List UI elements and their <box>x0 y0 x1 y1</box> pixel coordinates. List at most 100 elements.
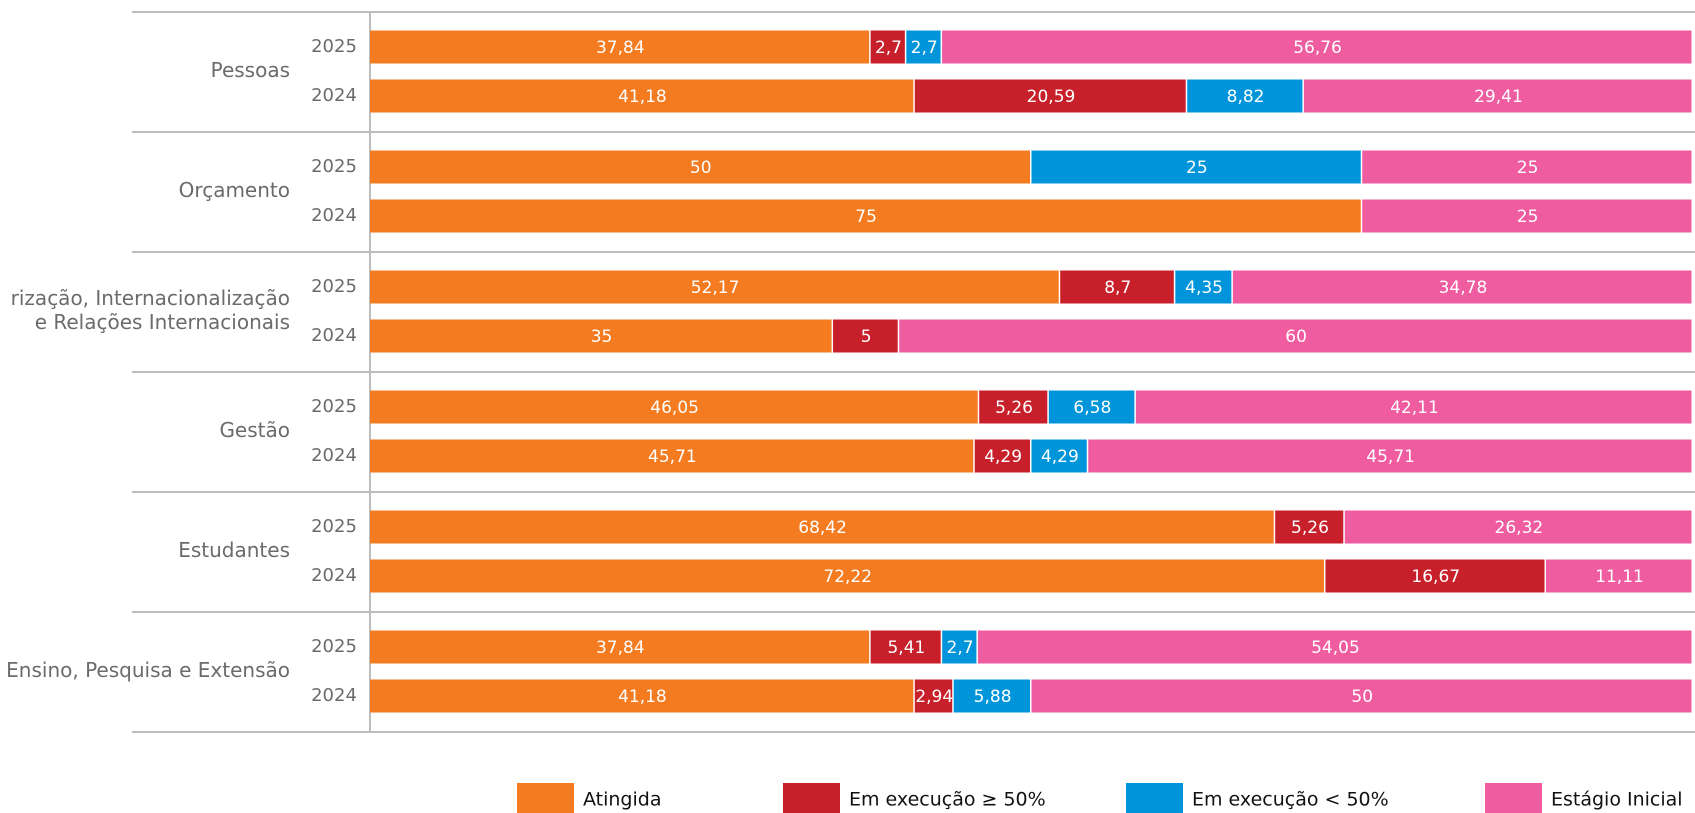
bar-segment <box>370 319 832 353</box>
value-label: 50 <box>1351 687 1373 707</box>
value-label: 5,41 <box>887 638 925 658</box>
value-label: 45,71 <box>648 447 697 467</box>
bar-segment <box>833 319 898 353</box>
group-label: Estudantes <box>178 538 290 562</box>
value-label: 41,18 <box>618 87 667 107</box>
bar-segment <box>914 79 1186 113</box>
bar-segment <box>942 30 1692 64</box>
group-label: e Relações Internacionais <box>35 310 290 334</box>
legend-label: Atingida <box>583 789 661 811</box>
year-label: 2025 <box>311 516 357 537</box>
value-label: 25 <box>1517 207 1539 227</box>
bar-segment <box>1135 390 1692 424</box>
bar-segment <box>870 30 905 64</box>
value-label: 52,17 <box>691 278 740 298</box>
bar-segment <box>370 79 914 113</box>
legend-swatch <box>783 783 840 813</box>
value-label: 20,59 <box>1027 87 1076 107</box>
year-label: 2024 <box>311 325 357 346</box>
value-label: 4,35 <box>1185 278 1223 298</box>
bar-segment <box>370 439 974 473</box>
group-label: Orçamento <box>179 178 290 202</box>
year-label: 2025 <box>311 636 357 657</box>
bar-segment <box>953 679 1030 713</box>
value-label: 56,76 <box>1293 38 1342 58</box>
bar-segment <box>1362 150 1692 184</box>
bar-segment <box>1187 79 1303 113</box>
value-label: 5,26 <box>995 398 1033 418</box>
bar-segment <box>1303 79 1692 113</box>
bar-segment <box>370 390 978 424</box>
bar-segment <box>1175 270 1232 304</box>
legend-label: Em execução ≥ 50% <box>849 789 1046 811</box>
bar-segment <box>914 679 953 713</box>
value-label: 16,67 <box>1411 567 1460 587</box>
value-label: 37,84 <box>596 638 645 658</box>
bar-segment <box>1325 559 1545 593</box>
bar-segment <box>1362 199 1692 233</box>
value-label: 34,78 <box>1439 278 1488 298</box>
bar-segment <box>370 199 1361 233</box>
bar-segment <box>370 150 1030 184</box>
bar-segment <box>979 390 1048 424</box>
bar-segment <box>370 510 1274 544</box>
bar-segment <box>1088 439 1692 473</box>
value-label: 45,71 <box>1366 447 1415 467</box>
value-label: 37,84 <box>596 38 645 58</box>
year-label: 2024 <box>311 685 357 706</box>
year-label: 2025 <box>311 36 357 57</box>
value-label: 75 <box>855 207 877 227</box>
year-label: 2025 <box>311 156 357 177</box>
value-label: 46,05 <box>650 398 699 418</box>
legend-swatch <box>1485 783 1542 813</box>
bar-segment <box>1031 679 1692 713</box>
value-label: 25 <box>1186 158 1208 178</box>
group-label: Pessoas <box>211 58 290 82</box>
legend-label: Em execução < 50% <box>1192 789 1389 811</box>
value-label: 26,32 <box>1495 518 1544 538</box>
value-label: 8,82 <box>1227 87 1265 107</box>
bar-segment <box>1060 270 1174 304</box>
value-label: 60 <box>1285 327 1307 347</box>
bar-segment <box>974 439 1030 473</box>
bar-segment <box>1232 270 1692 304</box>
value-label: 11,11 <box>1595 567 1644 587</box>
value-label: 35 <box>591 327 613 347</box>
bar-segment <box>1344 510 1692 544</box>
group-label: rização, Internacionalização <box>11 286 290 310</box>
value-label: 2,94 <box>915 687 953 707</box>
year-label: 2025 <box>311 276 357 297</box>
value-label: 4,29 <box>1041 447 1079 467</box>
value-label: 41,18 <box>618 687 667 707</box>
bar-segment <box>1275 510 1344 544</box>
year-label: 2024 <box>311 85 357 106</box>
value-label: 2,7 <box>947 638 974 658</box>
value-label: 4,29 <box>984 447 1022 467</box>
value-label: 2,7 <box>911 38 938 58</box>
bar-segment <box>370 630 870 664</box>
value-label: 68,42 <box>798 518 847 538</box>
value-label: 50 <box>690 158 712 178</box>
bar-segment <box>1546 559 1692 593</box>
bar-segment <box>942 630 977 664</box>
bar-segment <box>899 319 1692 353</box>
year-label: 2024 <box>311 445 357 466</box>
value-label: 54,05 <box>1311 638 1360 658</box>
value-label: 2,7 <box>875 38 902 58</box>
legend-swatch <box>517 783 574 813</box>
bar-segment <box>370 270 1059 304</box>
value-label: 8,7 <box>1104 278 1131 298</box>
value-label: 72,22 <box>823 567 872 587</box>
legend-swatch <box>1126 783 1183 813</box>
value-label: 5,26 <box>1291 518 1329 538</box>
value-label: 5 <box>861 327 872 347</box>
value-label: 42,11 <box>1390 398 1439 418</box>
bar-segment <box>977 630 1692 664</box>
bar-segment <box>1031 439 1087 473</box>
bar-segment <box>370 559 1324 593</box>
bar-segment <box>906 30 941 64</box>
year-label: 2024 <box>311 565 357 586</box>
value-label: 6,58 <box>1073 398 1111 418</box>
bar-segment <box>1031 150 1361 184</box>
